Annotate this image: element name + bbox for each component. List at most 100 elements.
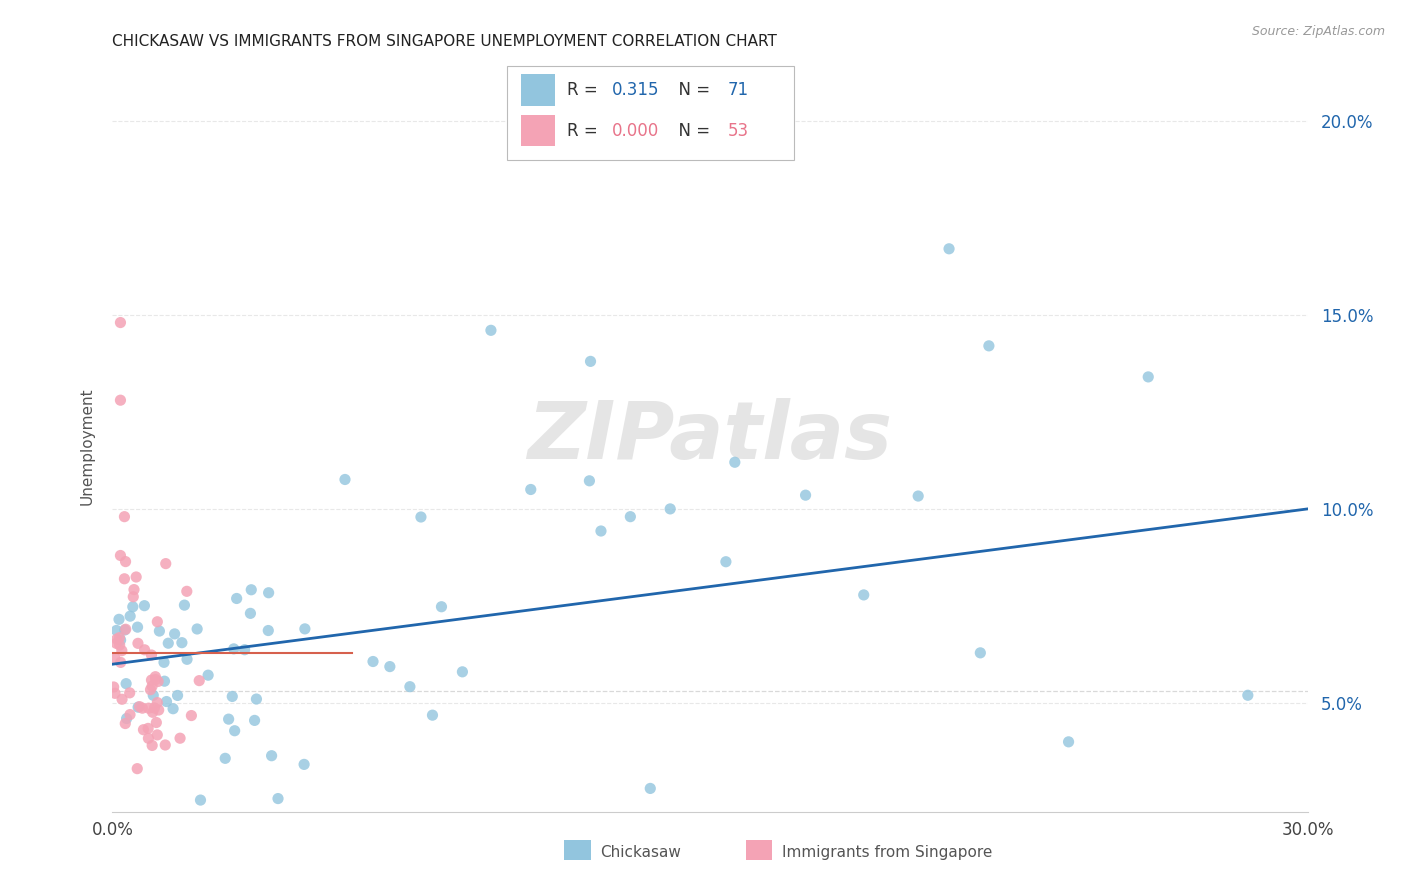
Point [969, 646, 991, 660]
Point [115, 676, 138, 690]
Point [176, 652, 198, 666]
Point [294, 622, 316, 636]
Point [1137, 370, 1160, 384]
Text: N =: N = [668, 81, 716, 99]
Point [143, 701, 166, 715]
Point [131, 701, 153, 715]
Point [724, 455, 747, 469]
Point [136, 722, 159, 736]
Point [1237, 688, 1260, 702]
Point [169, 731, 191, 746]
Point [114, 622, 136, 636]
Bar [522, 74, 554, 106]
Point [619, 509, 641, 524]
Point [578, 474, 600, 488]
Point [222, 641, 245, 656]
Point [155, 694, 177, 708]
Point [157, 636, 180, 650]
Point [141, 739, 163, 753]
Point [105, 624, 128, 638]
Point [105, 636, 128, 650]
Point [714, 555, 737, 569]
Point [292, 757, 315, 772]
Point [108, 631, 131, 645]
Point [257, 624, 280, 638]
Point [122, 590, 145, 604]
Point [146, 674, 169, 689]
Point [260, 748, 283, 763]
Point [190, 793, 212, 807]
Point [132, 723, 155, 737]
Point [110, 549, 132, 563]
Text: ZIPatlas: ZIPatlas [527, 398, 893, 476]
Point [221, 690, 243, 704]
Point [153, 674, 176, 689]
Point [121, 599, 143, 614]
Text: 0.000: 0.000 [612, 121, 659, 140]
Point [139, 682, 162, 697]
Point [110, 393, 132, 408]
Point [134, 599, 156, 613]
Bar [747, 840, 772, 861]
Point [257, 586, 280, 600]
Point [145, 715, 167, 730]
Point [225, 591, 247, 606]
Point [114, 555, 136, 569]
Point [659, 502, 682, 516]
Point [176, 584, 198, 599]
Point [938, 242, 960, 256]
Point [180, 708, 202, 723]
Point [148, 703, 170, 717]
Text: R =: R = [567, 81, 607, 99]
Bar [564, 840, 591, 861]
Point [141, 679, 163, 693]
Point [640, 145, 662, 159]
Point [218, 712, 240, 726]
Point [361, 655, 384, 669]
Point [122, 582, 145, 597]
Point [118, 686, 141, 700]
Point [162, 702, 184, 716]
Point [233, 642, 256, 657]
Point [240, 582, 263, 597]
Point [409, 510, 432, 524]
Point [155, 738, 177, 752]
Point [110, 316, 132, 330]
Text: 71: 71 [728, 81, 749, 99]
Text: Source: ZipAtlas.com: Source: ZipAtlas.com [1251, 25, 1385, 38]
Point [852, 588, 875, 602]
Point [214, 751, 236, 765]
Point [114, 623, 136, 637]
Point [142, 706, 165, 720]
Point [794, 488, 817, 502]
Point [267, 791, 290, 805]
Point [138, 731, 160, 746]
Point [105, 632, 128, 646]
Point [224, 723, 246, 738]
Point [127, 636, 149, 650]
Point [128, 699, 150, 714]
Point [127, 620, 149, 634]
Point [170, 635, 193, 649]
Point [451, 665, 474, 679]
Point [118, 707, 141, 722]
Text: Chickasaw: Chickasaw [600, 846, 681, 861]
Point [111, 692, 134, 706]
Text: R =: R = [567, 121, 607, 140]
Point [579, 354, 602, 368]
Point [127, 762, 149, 776]
Point [155, 557, 177, 571]
Point [114, 509, 135, 524]
Point [148, 624, 170, 638]
Point [378, 659, 401, 673]
Point [108, 638, 131, 652]
Point [104, 651, 127, 665]
Point [146, 615, 169, 629]
Point [977, 339, 1000, 353]
Point [479, 323, 502, 337]
Point [188, 673, 211, 688]
Point [173, 598, 195, 612]
Text: N =: N = [668, 121, 716, 140]
Point [134, 642, 156, 657]
Text: CHICKASAW VS IMMIGRANTS FROM SINGAPORE UNEMPLOYMENT CORRELATION CHART: CHICKASAW VS IMMIGRANTS FROM SINGAPORE U… [112, 34, 778, 49]
